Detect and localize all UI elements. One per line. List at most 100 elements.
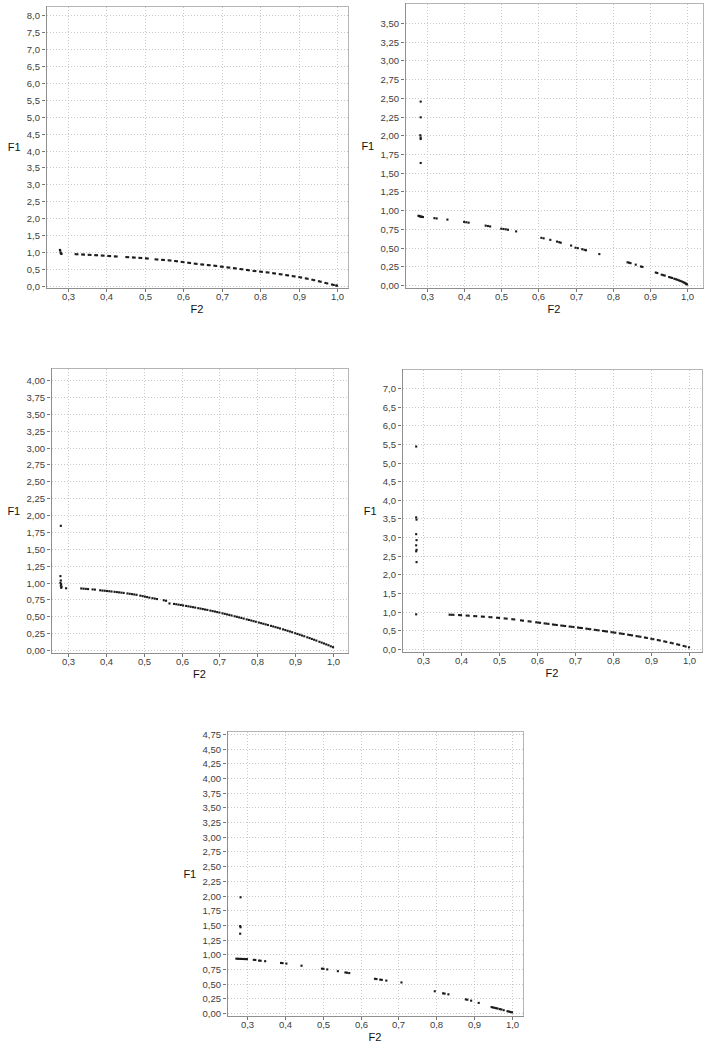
data-point xyxy=(135,594,137,596)
data-point xyxy=(301,634,303,636)
data-point xyxy=(497,1007,499,1009)
data-point xyxy=(282,628,284,630)
y-tick-label: 3,25 xyxy=(27,426,46,437)
data-point xyxy=(547,623,549,625)
y-tick-label: 3,0 xyxy=(383,532,396,543)
data-point xyxy=(127,256,129,258)
data-point xyxy=(264,960,266,962)
data-point xyxy=(348,972,350,974)
y-tick-label: 0,25 xyxy=(381,261,400,272)
data-point xyxy=(261,271,263,273)
data-point xyxy=(657,639,659,641)
data-point xyxy=(504,617,506,619)
data-point xyxy=(470,1000,472,1002)
data-point xyxy=(306,636,308,638)
data-point xyxy=(60,253,62,255)
data-point xyxy=(163,259,165,261)
data-point xyxy=(156,598,158,600)
data-point xyxy=(85,588,87,590)
y-tick-label: 5,5 xyxy=(383,439,396,450)
data-point xyxy=(176,260,178,262)
data-point xyxy=(209,610,211,612)
data-point xyxy=(246,958,248,960)
data-point xyxy=(686,283,688,285)
x-tick-label: 0,8 xyxy=(607,291,620,302)
data-point xyxy=(168,602,170,604)
plot-border xyxy=(52,369,349,654)
x-tick-label: 0,6 xyxy=(176,656,189,667)
x-tick-label: 0,3 xyxy=(62,656,75,667)
data-point xyxy=(248,269,250,271)
data-point xyxy=(109,255,111,257)
data-point xyxy=(610,631,612,633)
data-point xyxy=(498,617,500,619)
data-point xyxy=(87,588,89,590)
x-tick-label: 0,4 xyxy=(100,656,113,667)
data-point xyxy=(165,600,167,602)
data-point xyxy=(195,263,197,265)
data-point xyxy=(284,629,286,631)
data-point xyxy=(131,593,133,595)
y-tick-label: 2,5 xyxy=(27,196,40,207)
data-point xyxy=(589,628,591,630)
data-point xyxy=(473,615,475,617)
data-point xyxy=(262,623,264,625)
x-tick-label: 0,7 xyxy=(570,291,583,302)
data-point xyxy=(577,247,579,249)
y-axis-label: F1 xyxy=(8,141,21,153)
data-point xyxy=(300,965,302,967)
data-point xyxy=(154,598,156,600)
x-tick-label: 0,3 xyxy=(421,291,434,302)
data-point xyxy=(236,616,238,618)
x-tick-label: 1,0 xyxy=(506,1019,519,1030)
data-point xyxy=(420,162,422,164)
data-point xyxy=(346,972,348,974)
data-point xyxy=(375,978,377,980)
data-point xyxy=(212,610,214,612)
chart-top-right: 0,30,40,50,60,70,80,91,00,000,250,500,75… xyxy=(361,3,704,315)
data-point xyxy=(556,241,558,243)
data-point xyxy=(94,589,96,591)
data-point xyxy=(560,625,562,627)
y-tick-label: 7,0 xyxy=(383,383,396,394)
y-tick-label: 6,5 xyxy=(383,402,396,413)
data-point xyxy=(291,631,293,633)
data-point xyxy=(102,255,104,257)
y-tick-label: 1,0 xyxy=(383,607,396,618)
y-tick-label: 0,0 xyxy=(27,281,40,292)
y-tick-label: 2,00 xyxy=(203,891,222,902)
y-tick-label: 0,00 xyxy=(381,280,400,291)
y-tick-label: 4,00 xyxy=(27,375,46,386)
data-point xyxy=(500,1008,502,1010)
data-point xyxy=(664,275,666,277)
data-point xyxy=(506,618,508,620)
data-point xyxy=(500,228,502,230)
data-point xyxy=(307,278,309,280)
y-tick-label: 1,25 xyxy=(381,186,400,197)
data-point xyxy=(260,960,262,962)
y-tick-label: 0,50 xyxy=(381,243,400,254)
y-tick-label: 3,00 xyxy=(203,832,222,843)
data-point xyxy=(123,592,125,594)
data-point xyxy=(129,593,131,595)
y-tick-label: 0,5 xyxy=(383,625,396,636)
data-point xyxy=(140,257,142,259)
data-point xyxy=(556,624,558,626)
data-point xyxy=(147,257,149,259)
data-point xyxy=(629,262,631,264)
data-point xyxy=(598,629,600,631)
data-point xyxy=(214,611,216,613)
chart-top-left: 0,30,40,50,60,70,80,91,00,00,51,01,52,02… xyxy=(8,6,349,315)
data-point xyxy=(215,265,217,267)
data-point xyxy=(665,641,667,643)
data-point xyxy=(243,618,245,620)
data-point xyxy=(299,634,301,636)
data-point xyxy=(199,608,201,610)
data-point xyxy=(637,635,639,637)
data-point xyxy=(142,595,144,597)
data-point xyxy=(139,595,141,597)
data-point xyxy=(511,618,513,620)
data-point xyxy=(178,604,180,606)
data-point xyxy=(544,622,546,624)
x-tick-label: 0,8 xyxy=(607,655,620,666)
